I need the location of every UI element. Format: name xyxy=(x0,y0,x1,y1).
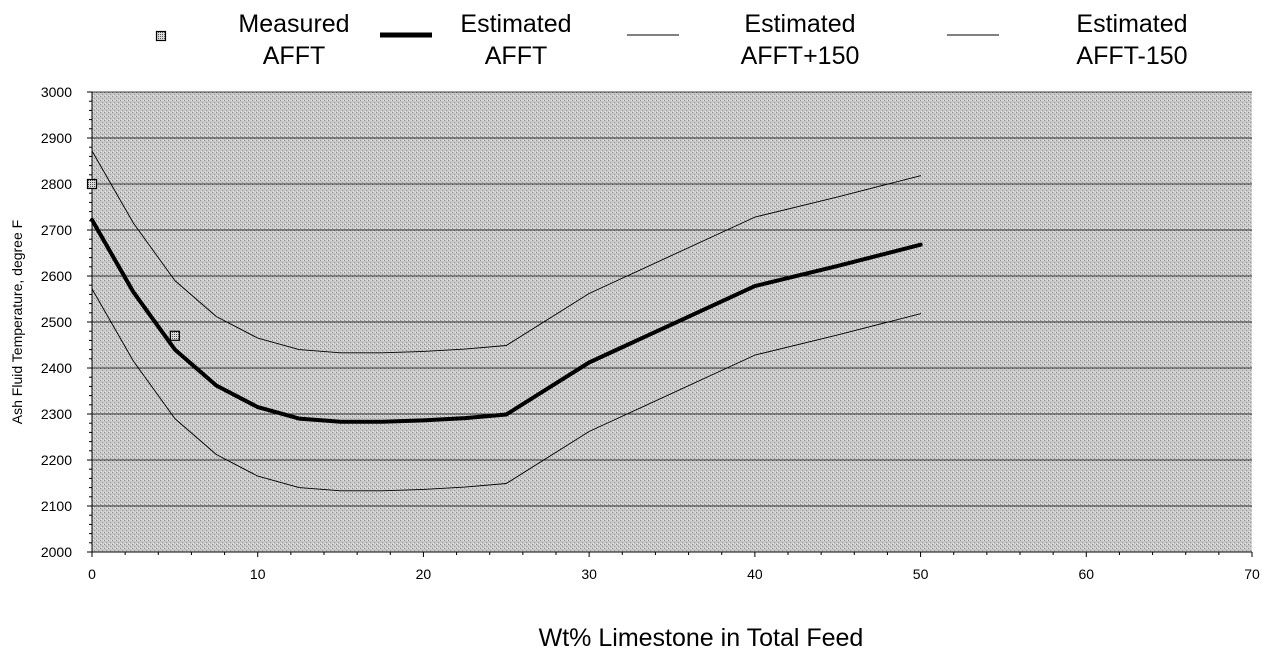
x-tick-label: 70 xyxy=(1244,566,1260,582)
legend-label-line1: Estimated xyxy=(460,10,571,38)
legend-label-line1: Estimated xyxy=(1076,10,1187,38)
series-0 xyxy=(86,178,180,341)
legend-label-line1: Estimated xyxy=(744,10,855,38)
series-2 xyxy=(91,150,922,354)
x-axis-title: Wt% Limestone in Total Feed xyxy=(539,624,864,652)
y-axis-title: Ash Fluid Temperature, degree F xyxy=(9,220,25,424)
legend-item: Estimated AFFT+150 xyxy=(627,10,859,70)
series-3 xyxy=(91,288,922,492)
axes xyxy=(87,91,1253,557)
y-tick-label: 2200 xyxy=(41,452,72,468)
legend-item: Measured AFFT xyxy=(155,10,350,70)
legend-item: Estimated AFFT-150 xyxy=(947,10,1188,70)
x-tick-labels: 0 10 20 30 40 50 60 70 xyxy=(88,566,1260,582)
series-line xyxy=(91,288,922,492)
x-tick-label: 50 xyxy=(913,566,929,582)
x-tick-label: 30 xyxy=(581,566,597,582)
x-tick-label: 10 xyxy=(250,566,266,582)
y-tick-label: 2300 xyxy=(41,406,72,422)
y-tick-labels: 2000 2100 2200 2300 2400 2500 2600 2700 2800 2900… xyxy=(41,84,72,560)
y-tick-label: 2400 xyxy=(41,360,72,376)
x-tick-label: 40 xyxy=(747,566,763,582)
legend-label-line2: AFFT xyxy=(263,42,326,70)
legend: Measured AFFT Estimated AFFT Estimated AFFT+1… xyxy=(155,10,1188,70)
legend-symbol xyxy=(155,30,167,42)
y-tick-label: 2800 xyxy=(41,176,72,192)
y-tick-label: 2100 xyxy=(41,498,72,514)
data-point xyxy=(86,178,98,190)
x-tick-label: 0 xyxy=(88,566,96,582)
legend-item: Estimated AFFT xyxy=(380,10,572,70)
y-tick-label: 3000 xyxy=(41,84,72,100)
legend-label-line1: Measured xyxy=(238,10,349,38)
x-tick-label: 60 xyxy=(1078,566,1094,582)
legend-label-line2: AFFT-150 xyxy=(1076,42,1187,70)
y-tick-label: 2000 xyxy=(41,544,72,560)
series-1 xyxy=(90,217,923,424)
y-tick-label: 2600 xyxy=(41,268,72,284)
data-point xyxy=(169,330,180,341)
series-line xyxy=(91,150,922,354)
y-tick-label: 2500 xyxy=(41,314,72,330)
legend-label-line2: AFFT+150 xyxy=(741,42,860,70)
gridlines xyxy=(92,91,1252,553)
y-tick-label: 2700 xyxy=(41,222,72,238)
y-tick-label: 2900 xyxy=(41,130,72,146)
series-layer xyxy=(86,150,923,492)
x-tick-label: 20 xyxy=(416,566,432,582)
legend-label-line2: AFFT xyxy=(485,42,548,70)
series-line xyxy=(90,217,923,424)
